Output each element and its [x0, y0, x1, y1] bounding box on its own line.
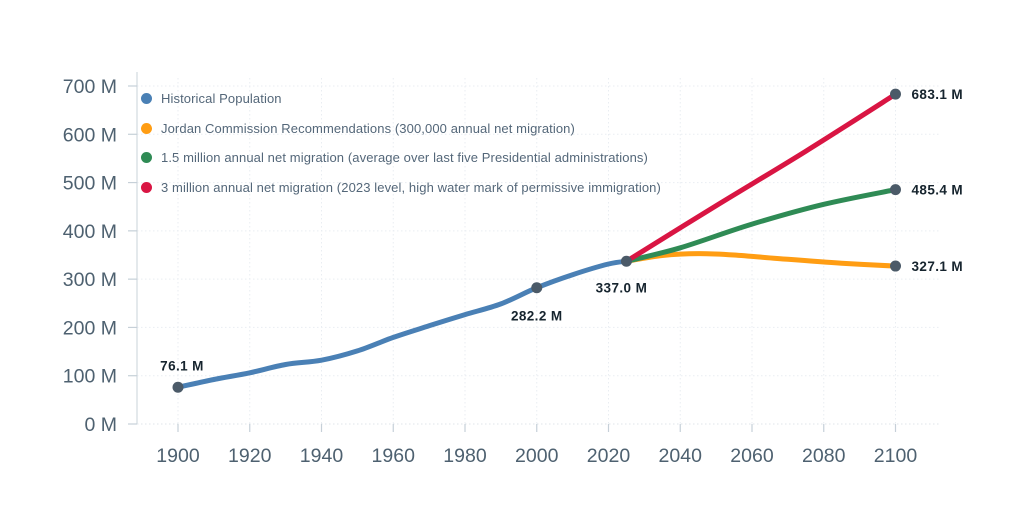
legend-item-2[interactable]: 1.5 million annual net migration (averag… [141, 143, 661, 173]
x-axis-tick-label: 2080 [802, 445, 846, 467]
data-point-marker[interactable] [172, 381, 184, 393]
legend-dot-icon [141, 181, 152, 193]
series-line-0[interactable] [175, 258, 629, 390]
y-axis-tick-label: 400 M [63, 221, 117, 243]
legend-item-label: Jordan Commission Recommendations (300,0… [161, 120, 575, 136]
x-axis-tick-label: 2060 [730, 445, 774, 467]
series-line-1[interactable] [623, 251, 898, 269]
data-point-marker[interactable] [531, 282, 543, 294]
y-axis-tick-label: 300 M [63, 269, 117, 291]
legend-item-label: 1.5 million annual net migration (averag… [161, 150, 648, 166]
chart-legend: Historical Population Jordan Commission R… [141, 84, 661, 202]
legend-item-3[interactable]: 3 million annual net migration (2023 lev… [141, 173, 661, 203]
legend-dot-icon [141, 93, 152, 105]
legend-dot-icon [141, 152, 152, 164]
x-axis-tick-label: 2100 [874, 445, 918, 467]
x-axis-tick-label: 1960 [372, 445, 416, 467]
data-point-marker[interactable] [890, 184, 901, 196]
legend-item-label: 3 million annual net migration (2023 lev… [161, 179, 661, 195]
y-axis-tick-label: 200 M [63, 317, 117, 339]
legend-item-label: Historical Population [161, 91, 282, 107]
y-axis-tick-label: 100 M [63, 366, 117, 388]
x-axis-tick-label: 1980 [443, 445, 487, 467]
x-axis-tick-label: 1940 [300, 445, 344, 467]
data-point-label: 485.4 M [912, 183, 964, 198]
series-line-2[interactable] [623, 187, 898, 264]
y-axis-tick-label: 500 M [63, 173, 117, 195]
x-axis-tick-label: 2040 [659, 445, 703, 467]
x-axis-tick-label: 1920 [228, 445, 272, 467]
data-point-label: 327.1 M [912, 259, 964, 274]
data-point-label: 683.1 M [912, 87, 964, 102]
data-point-label: 337.0 M [596, 280, 648, 295]
data-point-label: 76.1 M [160, 358, 204, 373]
x-axis-tick-label: 1900 [156, 445, 200, 467]
legend-item-1[interactable]: Jordan Commission Recommendations (300,0… [141, 114, 661, 144]
x-axis-tick-label: 2020 [587, 445, 631, 467]
x-axis-tick-label: 2000 [515, 445, 559, 467]
data-point-marker[interactable] [620, 255, 632, 267]
y-axis-tick-label: 700 M [63, 76, 117, 98]
data-point-marker[interactable] [890, 88, 901, 100]
y-axis-tick-label: 600 M [63, 124, 117, 146]
series-line-3[interactable] [623, 91, 898, 264]
data-point-marker[interactable] [890, 260, 901, 272]
data-point-label: 282.2 M [511, 309, 563, 324]
legend-item-0[interactable]: Historical Population [141, 84, 661, 114]
y-axis-tick-label: 0 M [84, 414, 117, 436]
legend-dot-icon [141, 122, 152, 134]
